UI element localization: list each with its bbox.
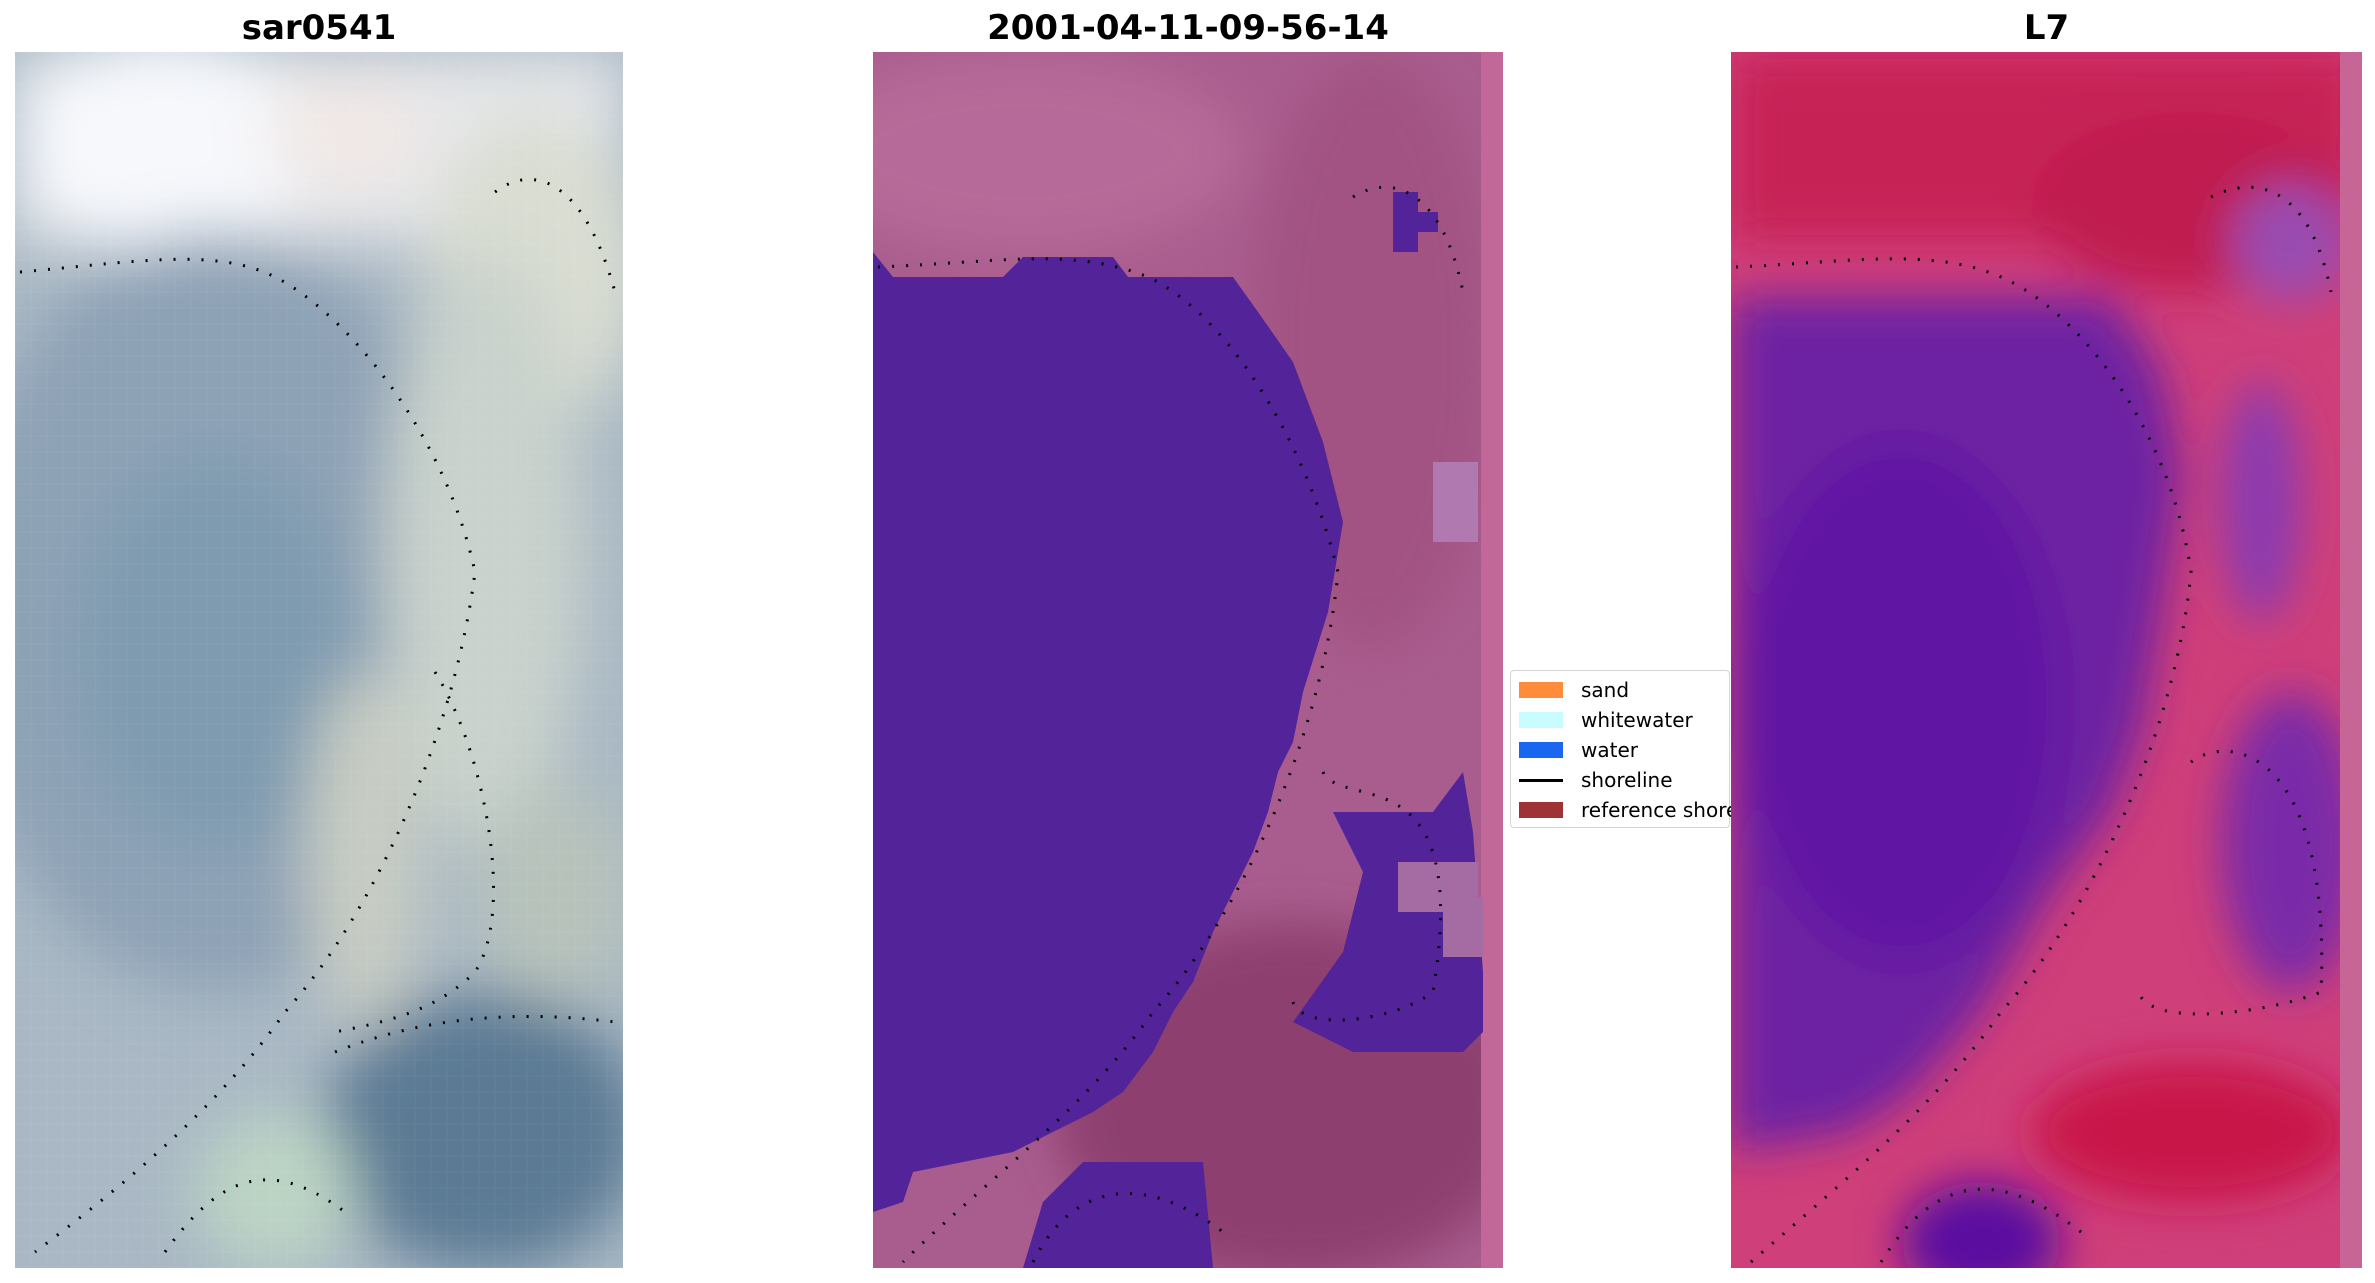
legend-label-shoreline: shoreline [1581, 768, 1673, 792]
legend-swatch-shoreline [1519, 778, 1563, 782]
whitewater-patch [1433, 462, 1478, 542]
legend-item-water: water [1519, 735, 1721, 765]
mndwi-image-panel [1731, 52, 2362, 1268]
rgb-image-panel [15, 52, 623, 1268]
legend: sand whitewater water shoreline referenc… [1510, 670, 1774, 828]
legend-swatch-sand [1519, 682, 1563, 698]
legend-swatch-water [1519, 742, 1563, 758]
shoreline-dots-rgb [19, 177, 617, 1254]
legend-label-sand: sand [1581, 678, 1630, 702]
classified-image [873, 52, 1503, 1268]
whitewater-patch-3 [1443, 897, 1483, 957]
panel-title-mndwi: L7 [2023, 8, 2070, 48]
shoreline-dots-classified [877, 185, 1465, 1264]
mndwi-image [1731, 52, 2362, 1268]
legend-item-whitewater: whitewater [1519, 705, 1721, 735]
legend-item-sand: sand [1519, 675, 1721, 705]
legend-item-reference-shoreline: reference shoreline [1519, 795, 1774, 825]
rgb-image [15, 52, 623, 1268]
classified-image-panel [873, 52, 1503, 1268]
panel-title-classified: 2001-04-11-09-56-14 [987, 8, 1389, 48]
legend-swatch-whitewater [1519, 712, 1563, 728]
panel-title-rgb: sar0541 [241, 8, 397, 48]
water-class-region [873, 192, 1483, 1268]
legend-swatch-reference-shoreline [1519, 802, 1563, 818]
legend-item-shoreline: shoreline [1519, 765, 1721, 795]
legend-label-water: water [1581, 738, 1638, 762]
legend-label-whitewater: whitewater [1581, 708, 1693, 732]
